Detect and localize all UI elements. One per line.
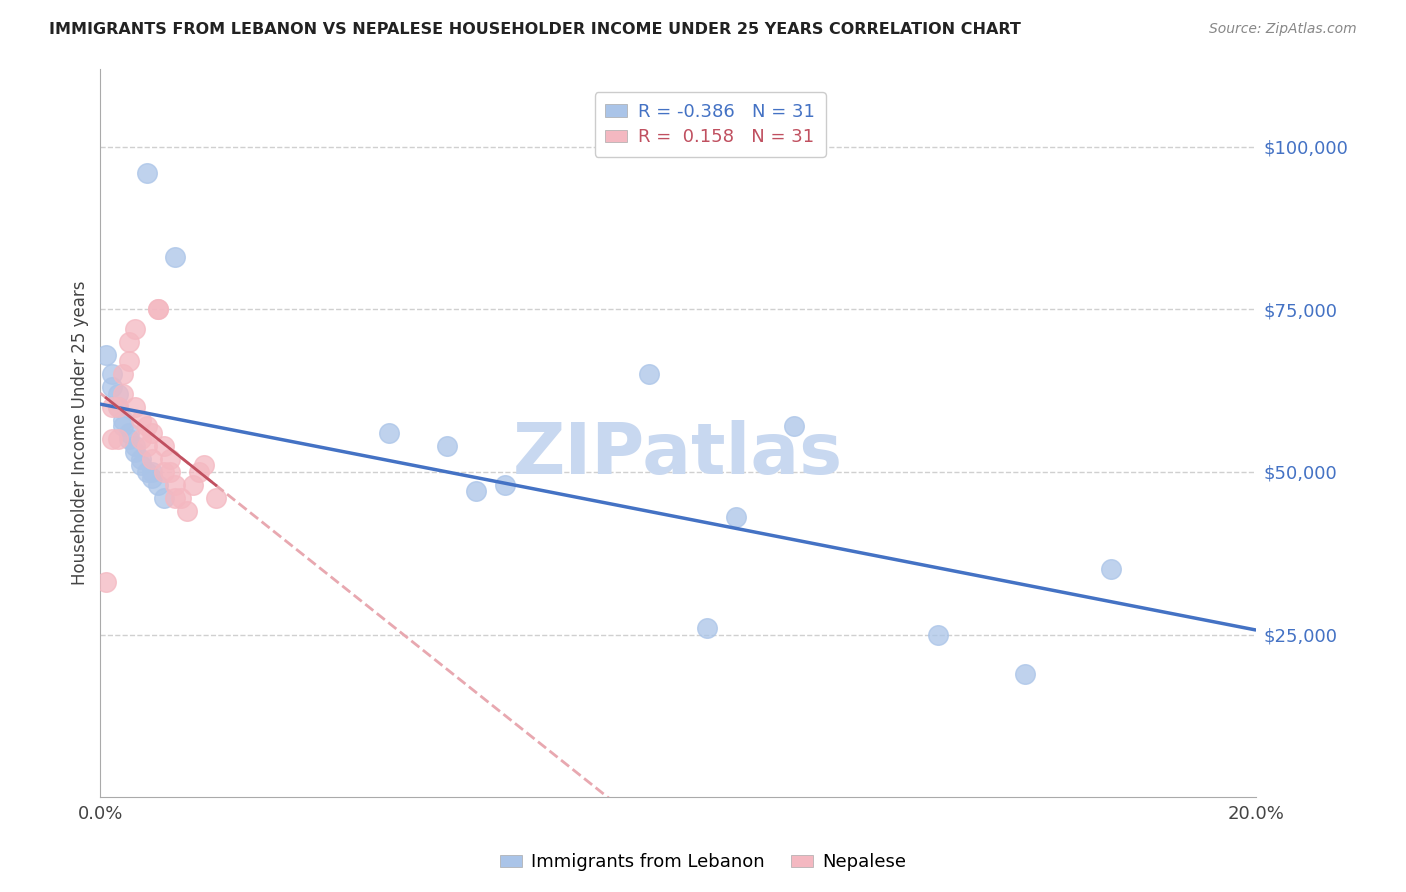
Point <box>124 439 146 453</box>
Point <box>159 451 181 466</box>
Point <box>181 478 204 492</box>
Y-axis label: Householder Income Under 25 years: Householder Income Under 25 years <box>72 281 89 585</box>
Point <box>494 478 516 492</box>
Point <box>118 354 141 368</box>
Point <box>1099 562 1122 576</box>
Point <box>107 386 129 401</box>
Point <box>94 575 117 590</box>
Legend: R = -0.386   N = 31, R =  0.158   N = 31: R = -0.386 N = 31, R = 0.158 N = 31 <box>595 92 825 157</box>
Point <box>1014 666 1036 681</box>
Point <box>927 627 949 641</box>
Point <box>464 484 486 499</box>
Point <box>187 465 209 479</box>
Text: ZIPatlas: ZIPatlas <box>513 420 844 489</box>
Point <box>165 491 187 505</box>
Point <box>118 425 141 440</box>
Point <box>135 465 157 479</box>
Point <box>112 386 135 401</box>
Point <box>153 439 176 453</box>
Point <box>165 250 187 264</box>
Point <box>153 491 176 505</box>
Point <box>118 334 141 349</box>
Point <box>129 458 152 473</box>
Point <box>101 400 124 414</box>
Point <box>696 621 718 635</box>
Point <box>135 419 157 434</box>
Point <box>129 451 152 466</box>
Point <box>141 471 163 485</box>
Point <box>193 458 215 473</box>
Point <box>112 419 135 434</box>
Point <box>129 433 152 447</box>
Point <box>638 368 661 382</box>
Point <box>146 302 169 317</box>
Point <box>94 348 117 362</box>
Point <box>124 322 146 336</box>
Point <box>124 445 146 459</box>
Point <box>205 491 228 505</box>
Point <box>146 302 169 317</box>
Point <box>135 166 157 180</box>
Point <box>118 433 141 447</box>
Point <box>124 400 146 414</box>
Point <box>159 465 181 479</box>
Point <box>112 413 135 427</box>
Point <box>135 439 157 453</box>
Point <box>378 425 401 440</box>
Point <box>101 368 124 382</box>
Point <box>107 400 129 414</box>
Point <box>141 425 163 440</box>
Legend: Immigrants from Lebanon, Nepalese: Immigrants from Lebanon, Nepalese <box>492 847 914 879</box>
Point <box>436 439 458 453</box>
Point <box>101 433 124 447</box>
Point <box>176 504 198 518</box>
Point <box>107 433 129 447</box>
Point <box>724 510 747 524</box>
Text: IMMIGRANTS FROM LEBANON VS NEPALESE HOUSEHOLDER INCOME UNDER 25 YEARS CORRELATIO: IMMIGRANTS FROM LEBANON VS NEPALESE HOUS… <box>49 22 1021 37</box>
Point <box>153 465 176 479</box>
Point <box>170 491 193 505</box>
Point <box>165 478 187 492</box>
Point <box>141 465 163 479</box>
Text: Source: ZipAtlas.com: Source: ZipAtlas.com <box>1209 22 1357 37</box>
Point <box>129 413 152 427</box>
Point <box>141 451 163 466</box>
Point <box>112 368 135 382</box>
Point <box>146 478 169 492</box>
Point <box>782 419 804 434</box>
Point <box>101 380 124 394</box>
Point <box>107 400 129 414</box>
